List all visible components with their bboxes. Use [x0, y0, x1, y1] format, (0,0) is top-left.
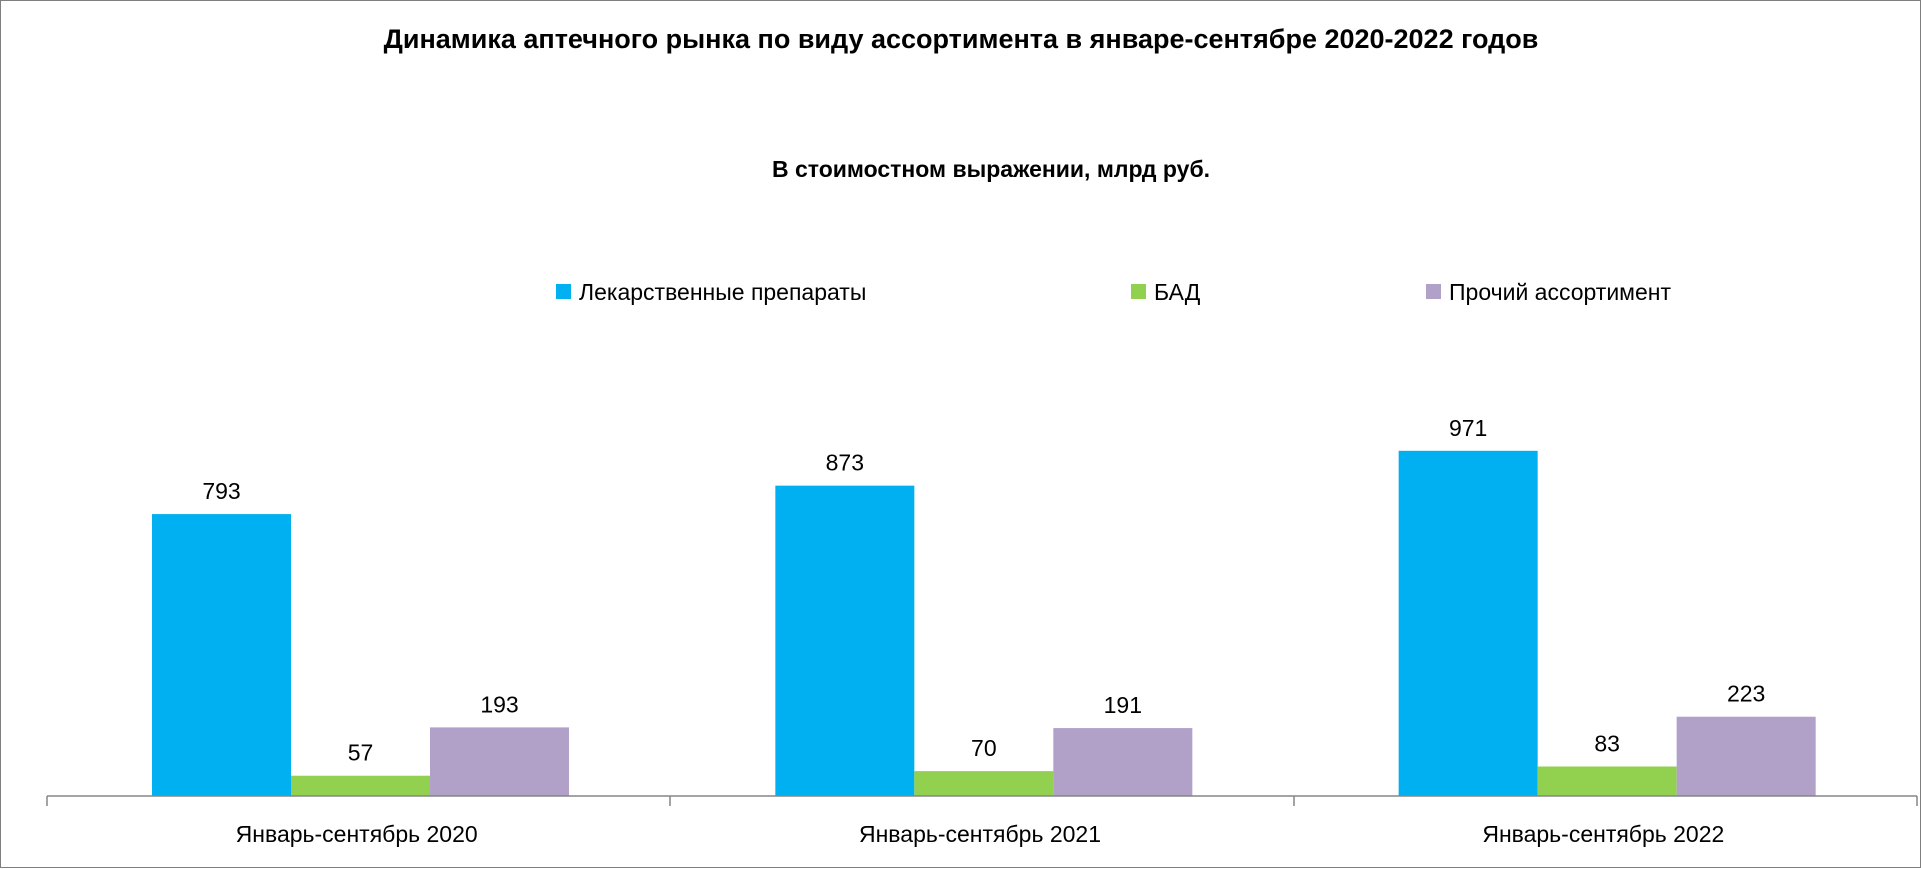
data-label-2-3: 83 [1594, 730, 1620, 756]
legend-swatch-3 [1426, 284, 1441, 299]
legend-label-2: БАД [1154, 279, 1201, 305]
x-axis: Январь-сентябрь 2020 Январь-сентябрь 2021… [46, 795, 1918, 847]
bar-1-3 [1398, 450, 1538, 796]
data-label-2-2: 70 [971, 735, 997, 761]
data-labels-group: 793 57 193 873 70 191 971 83 223 [202, 415, 1765, 766]
legend: Лекарственные препараты БАД Прочий ассорти… [556, 279, 1671, 305]
x-tick-label-1: Январь-сентябрь 2020 [236, 821, 478, 847]
data-label-1-2: 873 [826, 450, 864, 476]
x-tick-label-3: Январь-сентябрь 2022 [1482, 821, 1724, 847]
bar-2-3 [1537, 766, 1677, 796]
legend-swatch-1 [556, 284, 571, 299]
data-label-3-2: 191 [1104, 692, 1142, 718]
bars-group [152, 450, 1816, 796]
data-label-2-1: 57 [348, 740, 374, 766]
bar-2-1 [291, 775, 430, 796]
data-label-3-1: 193 [480, 691, 518, 717]
bar-3-2 [1053, 728, 1193, 796]
legend-swatch-2 [1131, 284, 1146, 299]
data-label-1-3: 971 [1449, 415, 1487, 441]
bar-1-2 [775, 485, 915, 796]
x-tick-label-2: Январь-сентябрь 2021 [859, 821, 1101, 847]
data-label-3-3: 223 [1727, 681, 1765, 707]
chart-title: Динамика аптечного рынка по виду ассорти… [384, 24, 1539, 54]
bar-3-1 [430, 727, 569, 796]
data-label-1-1: 793 [202, 478, 240, 504]
legend-label-3: Прочий ассортимент [1449, 279, 1671, 305]
legend-label-1: Лекарственные препараты [579, 279, 866, 305]
bar-2-2 [914, 771, 1054, 796]
bar-3-3 [1676, 716, 1816, 796]
chart-subtitle: В стоимостном выражении, млрд руб. [772, 156, 1210, 182]
bar-1-1 [152, 514, 291, 796]
